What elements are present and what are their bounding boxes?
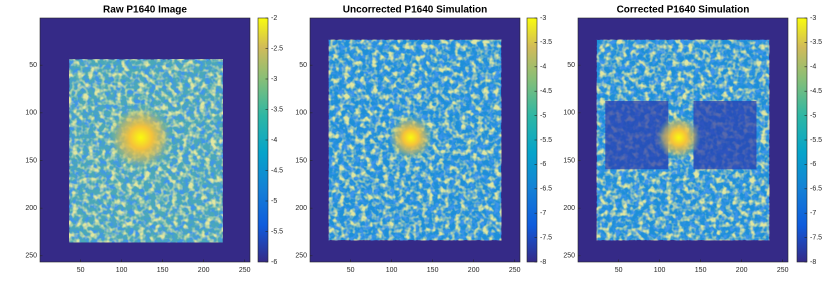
chart-title: Uncorrected P1640 Simulation — [343, 5, 488, 16]
x-tick-label: 100 — [386, 267, 398, 274]
colorbar-tick-label: -4 — [271, 137, 277, 144]
y-tick-label: 250 — [25, 253, 37, 260]
colorbar-tick-label: -2 — [271, 15, 277, 22]
y-tick-label: 200 — [295, 205, 307, 212]
colorbar-tick-label: -3.5 — [271, 106, 283, 113]
x-tick-label: 100 — [654, 267, 666, 274]
colorbar-tick-label: -4.5 — [271, 167, 283, 174]
y-tick-label: 50 — [29, 62, 37, 69]
colorbar-tick-label: -5.5 — [271, 228, 283, 235]
y-tick-label: 250 — [295, 253, 307, 260]
psf-halo — [108, 105, 173, 170]
colorbar-tick-label: -6.5 — [540, 186, 552, 193]
axes-frame — [309, 17, 521, 263]
colorbar-tick-label: -5 — [540, 112, 546, 119]
colorbar-tick-label: -7 — [810, 210, 816, 217]
colorbar-tick-label: -3.5 — [540, 39, 552, 46]
x-tick-label: 50 — [347, 267, 355, 274]
colorbar-tick-label: -3.5 — [810, 39, 822, 46]
x-tick-label: 50 — [615, 267, 623, 274]
colorbar-tick-label: -6 — [271, 259, 277, 266]
axes-frame — [577, 17, 789, 263]
chart-title: Raw P1640 Image — [103, 5, 187, 16]
colorbar-tick-label: -7.5 — [540, 234, 552, 241]
y-tick-label: 200 — [563, 205, 575, 212]
x-tick-label: 150 — [427, 267, 439, 274]
colorbar-tick-label: -8 — [810, 259, 816, 266]
y-tick-label: 150 — [563, 157, 575, 164]
colorbar-tick-label: -5.5 — [810, 137, 822, 144]
colorbar-tick-label: -4 — [540, 64, 546, 71]
axes-frame — [39, 17, 251, 263]
x-tick-label: 200 — [736, 267, 748, 274]
colorbar-tick-label: -3 — [271, 76, 277, 83]
y-tick-label: 100 — [25, 110, 37, 117]
chart-title: Corrected P1640 Simulation — [617, 5, 750, 16]
colorbar-tick-label: -4.5 — [810, 88, 822, 95]
x-tick-label: 250 — [777, 267, 789, 274]
colorbar-tick-label: -6.5 — [810, 186, 822, 193]
psf-halo — [656, 115, 701, 160]
x-tick-label: 50 — [77, 267, 85, 274]
y-tick-label: 50 — [567, 62, 575, 69]
y-tick-label: 50 — [299, 62, 307, 69]
x-tick-label: 150 — [695, 267, 707, 274]
x-tick-label: 100 — [116, 267, 128, 274]
colorbar-tick-label: -5.5 — [540, 137, 552, 144]
y-tick-label: 250 — [563, 253, 575, 260]
colorbar-tick-label: -7 — [540, 210, 546, 217]
dark-hole-right — [693, 100, 757, 170]
y-tick-label: 100 — [295, 110, 307, 117]
x-tick-label: 200 — [198, 267, 210, 274]
colorbar-tick-label: -8 — [540, 259, 546, 266]
colorbar-tick-label: -7.5 — [810, 234, 822, 241]
psf-halo — [388, 115, 433, 160]
x-tick-label: 250 — [509, 267, 521, 274]
y-tick-label: 200 — [25, 205, 37, 212]
colorbar-tick-label: -4.5 — [540, 88, 552, 95]
colorbar-tick-label: -2.5 — [271, 45, 283, 52]
x-tick-label: 150 — [157, 267, 169, 274]
x-tick-label: 200 — [468, 267, 480, 274]
colorbar-tick-label: -6 — [540, 161, 546, 168]
colorbar-tick-label: -6 — [810, 161, 816, 168]
colorbar-tick-label: -3 — [810, 15, 816, 22]
colorbar-tick-label: -5 — [810, 112, 816, 119]
y-tick-label: 150 — [295, 157, 307, 164]
y-tick-label: 150 — [25, 157, 37, 164]
colorbar-tick-label: -3 — [540, 15, 546, 22]
colorbar-tick-label: -5 — [271, 198, 277, 205]
x-tick-label: 250 — [239, 267, 251, 274]
colorbar-tick-label: -4 — [810, 64, 816, 71]
y-tick-label: 100 — [563, 110, 575, 117]
